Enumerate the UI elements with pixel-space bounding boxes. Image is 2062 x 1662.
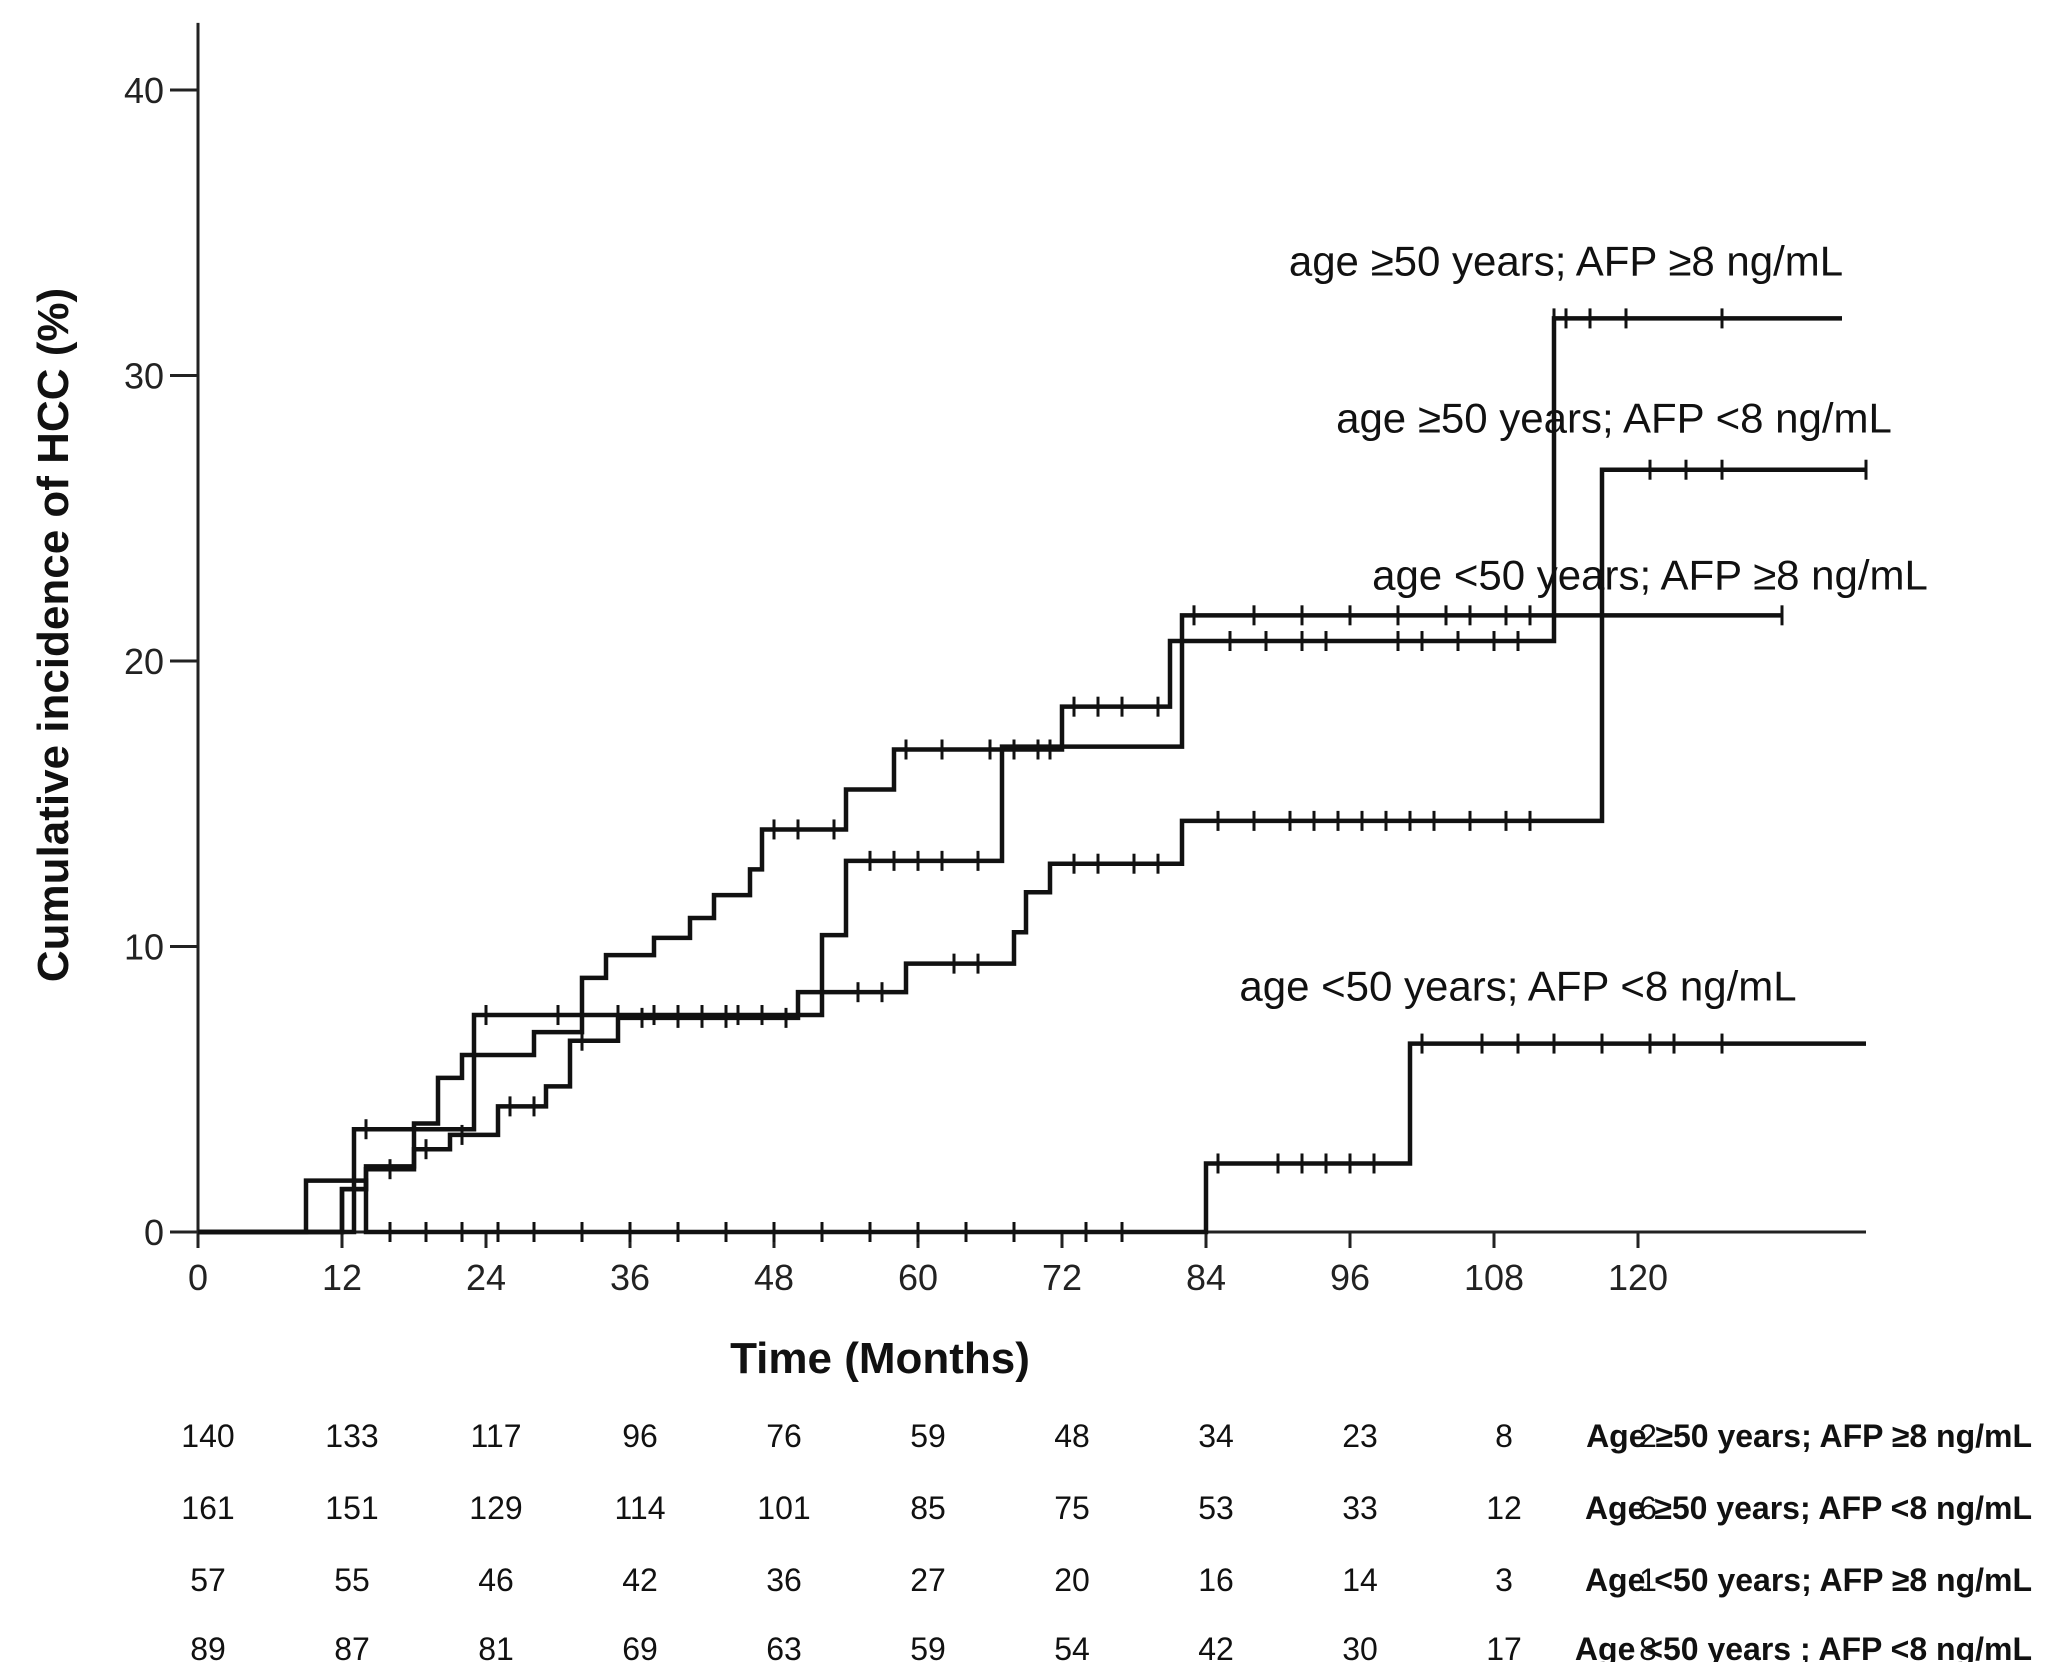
risk-count: 36 (766, 1562, 802, 1598)
series-line-1 (198, 316, 1842, 1235)
risk-count: 46 (478, 1562, 514, 1598)
risk-count: 96 (622, 1418, 658, 1454)
series-layer (198, 308, 1868, 1242)
x-tick-label: 60 (898, 1257, 938, 1298)
risk-count: 55 (334, 1562, 370, 1598)
risk-row-label: Age <50 years ; AFP <8 ng/mL (1575, 1631, 2032, 1662)
x-tick-label: 12 (322, 1257, 362, 1298)
x-axis-title: Time (Months) (730, 1334, 1030, 1383)
risk-row-label: Age ≥50 years; AFP ≥8 ng/mL (1586, 1418, 2032, 1454)
risk-count: 85 (910, 1490, 946, 1526)
risk-count: 140 (181, 1418, 234, 1454)
risk-count: 6 (1639, 1490, 1657, 1526)
risk-count: 34 (1198, 1418, 1234, 1454)
risk-count: 59 (910, 1418, 946, 1454)
axes-layer: 0 10 20 30 40 0 12 24 36 48 60 72 84 96 108 120 (124, 22, 1866, 1298)
risk-count: 48 (1054, 1418, 1090, 1454)
risk-count: 76 (766, 1418, 802, 1454)
risk-count: 1 (1639, 1562, 1657, 1598)
x-tick-label: 48 (754, 1257, 794, 1298)
x-tick-label: 96 (1330, 1257, 1370, 1298)
x-tick-label: 108 (1464, 1257, 1524, 1298)
risk-count: 81 (478, 1631, 514, 1662)
risk-count: 151 (325, 1490, 378, 1526)
label-layer: age ≥50 years; AFP ≥8 ng/mL age ≥50 years… (1239, 238, 1928, 1010)
risk-count: 133 (325, 1418, 378, 1454)
risk-count: 59 (910, 1631, 946, 1662)
curve-label-1: age ≥50 years; AFP ≥8 ng/mL (1289, 238, 1843, 285)
risk-count: 33 (1342, 1490, 1378, 1526)
risk-count: 161 (181, 1490, 234, 1526)
x-tick-label: 72 (1042, 1257, 1082, 1298)
risk-count: 27 (910, 1562, 946, 1598)
risk-row-label: Age <50 years; AFP ≥8 ng/mL (1585, 1562, 2032, 1598)
curve-label-3: age <50 years; AFP ≥8 ng/mL (1372, 552, 1928, 599)
risk-count: 2 (1639, 1418, 1657, 1454)
series-line-2 (198, 467, 1866, 1235)
risk-count: 89 (190, 1631, 226, 1662)
risk-count: 87 (334, 1631, 370, 1662)
series-line-3 (198, 613, 1782, 1235)
risk-count: 114 (614, 1490, 665, 1526)
risk-count: 53 (1198, 1490, 1234, 1526)
series-line-4 (198, 1041, 1866, 1235)
y-tick-label: 20 (124, 641, 164, 682)
risk-count: 42 (622, 1562, 658, 1598)
risk-count: 8 (1495, 1418, 1513, 1454)
risk-count: 14 (1342, 1562, 1378, 1598)
risk-count: 12 (1486, 1490, 1522, 1526)
risk-row-label: Age ≥50 years; AFP <8 ng/mL (1585, 1490, 2032, 1526)
y-tick-label: 40 (124, 70, 164, 111)
y-tick-label: 30 (124, 356, 164, 397)
curve-label-4: age <50 years; AFP <8 ng/mL (1239, 963, 1796, 1010)
y-tick-label: 10 (124, 927, 164, 968)
x-tick-label: 0 (188, 1257, 208, 1298)
risk-count: 8 (1639, 1631, 1657, 1662)
risk-count: 101 (757, 1490, 810, 1526)
risk-count: 20 (1054, 1562, 1090, 1598)
risk-count: 117 (470, 1418, 521, 1454)
risk-count: 23 (1342, 1418, 1378, 1454)
risk-count: 16 (1198, 1562, 1234, 1598)
risk-count: 3 (1495, 1562, 1513, 1598)
y-tick-label: 0 (144, 1212, 164, 1253)
y-axis-title: Cumulative incidence of HCC (%) (29, 288, 78, 982)
risk-count: 75 (1054, 1490, 1090, 1526)
x-tick-label: 24 (466, 1257, 506, 1298)
risk-count: 69 (622, 1631, 658, 1662)
risk-count: 63 (766, 1631, 802, 1662)
x-tick-label: 84 (1186, 1257, 1226, 1298)
risk-count: 42 (1198, 1631, 1234, 1662)
x-tick-label: 120 (1608, 1257, 1668, 1298)
risk-count: 54 (1054, 1631, 1090, 1662)
x-tick-label: 36 (610, 1257, 650, 1298)
risk-count: 57 (190, 1562, 226, 1598)
risk-count: 129 (469, 1490, 522, 1526)
risk-count: 17 (1486, 1631, 1522, 1662)
risk-count: 30 (1342, 1631, 1378, 1662)
curve-label-2: age ≥50 years; AFP <8 ng/mL (1336, 395, 1892, 442)
